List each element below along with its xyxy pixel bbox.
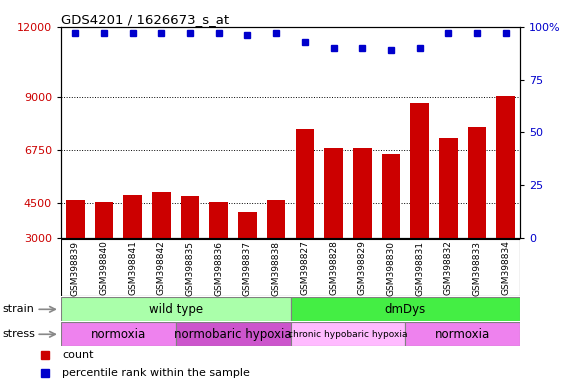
Text: GSM398837: GSM398837 bbox=[243, 240, 252, 296]
Text: GSM398830: GSM398830 bbox=[386, 240, 396, 296]
Text: normobaric hypoxia: normobaric hypoxia bbox=[174, 328, 292, 341]
Text: GSM398831: GSM398831 bbox=[415, 240, 424, 296]
Bar bbox=[290, 322, 406, 346]
Bar bbox=[123, 195, 142, 308]
Text: normoxia: normoxia bbox=[435, 328, 490, 341]
Bar bbox=[324, 148, 343, 308]
Bar bbox=[353, 149, 371, 308]
Text: count: count bbox=[62, 350, 94, 360]
Bar bbox=[439, 137, 458, 308]
Text: GDS4201 / 1626673_s_at: GDS4201 / 1626673_s_at bbox=[61, 13, 229, 26]
Text: strain: strain bbox=[3, 304, 35, 314]
Bar bbox=[406, 322, 520, 346]
Text: GSM398840: GSM398840 bbox=[99, 240, 109, 295]
Text: GSM398839: GSM398839 bbox=[71, 240, 80, 296]
Bar bbox=[66, 200, 85, 308]
Text: GSM398832: GSM398832 bbox=[444, 240, 453, 295]
Bar bbox=[61, 322, 175, 346]
Bar bbox=[152, 192, 171, 308]
Text: wild type: wild type bbox=[149, 303, 203, 316]
Bar bbox=[181, 196, 199, 308]
Text: GSM398836: GSM398836 bbox=[214, 240, 223, 296]
Text: GSM398835: GSM398835 bbox=[185, 240, 195, 296]
Bar bbox=[468, 127, 486, 308]
Bar bbox=[267, 200, 285, 308]
Text: GSM398827: GSM398827 bbox=[300, 240, 309, 295]
Text: GSM398833: GSM398833 bbox=[472, 240, 482, 296]
Bar bbox=[296, 129, 314, 308]
Text: GSM398834: GSM398834 bbox=[501, 240, 510, 295]
Text: GSM398838: GSM398838 bbox=[272, 240, 281, 296]
Text: dmDys: dmDys bbox=[385, 303, 426, 316]
Text: stress: stress bbox=[3, 329, 36, 339]
Text: GSM398828: GSM398828 bbox=[329, 240, 338, 295]
Bar bbox=[410, 103, 429, 308]
Bar bbox=[95, 202, 113, 308]
Text: chronic hypobaric hypoxia: chronic hypobaric hypoxia bbox=[288, 330, 408, 339]
Text: percentile rank within the sample: percentile rank within the sample bbox=[62, 368, 250, 378]
Bar bbox=[496, 96, 515, 308]
Bar bbox=[61, 297, 290, 321]
Bar bbox=[175, 322, 290, 346]
Text: normoxia: normoxia bbox=[91, 328, 146, 341]
Text: GSM398841: GSM398841 bbox=[128, 240, 137, 295]
Bar bbox=[382, 154, 400, 308]
Text: GSM398842: GSM398842 bbox=[157, 240, 166, 295]
Bar bbox=[290, 297, 520, 321]
Bar bbox=[210, 202, 228, 308]
Text: GSM398829: GSM398829 bbox=[358, 240, 367, 295]
Bar bbox=[238, 212, 257, 308]
